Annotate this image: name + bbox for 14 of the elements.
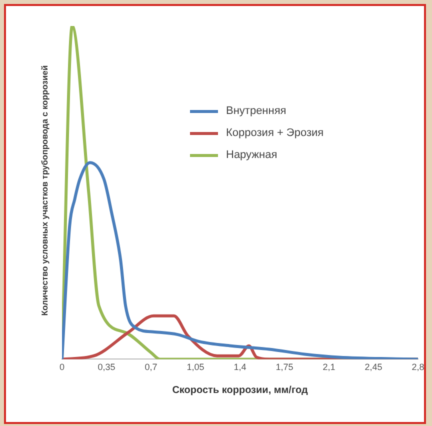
x-tick-label: 0: [59, 362, 65, 372]
x-tick-label: 2,8: [412, 362, 424, 372]
y-axis-title: Количество условных участков трубопровода с коррозией: [40, 64, 50, 318]
legend-label: Внутренняя: [226, 105, 286, 117]
x-tick-label: 1,75: [276, 362, 294, 372]
x-axis-title: Скорость коррозии, мм/год: [172, 384, 308, 396]
x-tick-label: 0,35: [98, 362, 116, 372]
x-tick-label: 0,7: [144, 362, 158, 372]
x-tick-label: 2,45: [364, 362, 382, 372]
x-tick-label: 1,05: [186, 362, 204, 372]
legend-label: Наружная: [226, 149, 278, 161]
x-tick-label: 2,1: [322, 362, 336, 372]
legend-label: Коррозия + Эрозия: [226, 127, 324, 139]
x-tick-label: 1,4: [234, 362, 246, 372]
